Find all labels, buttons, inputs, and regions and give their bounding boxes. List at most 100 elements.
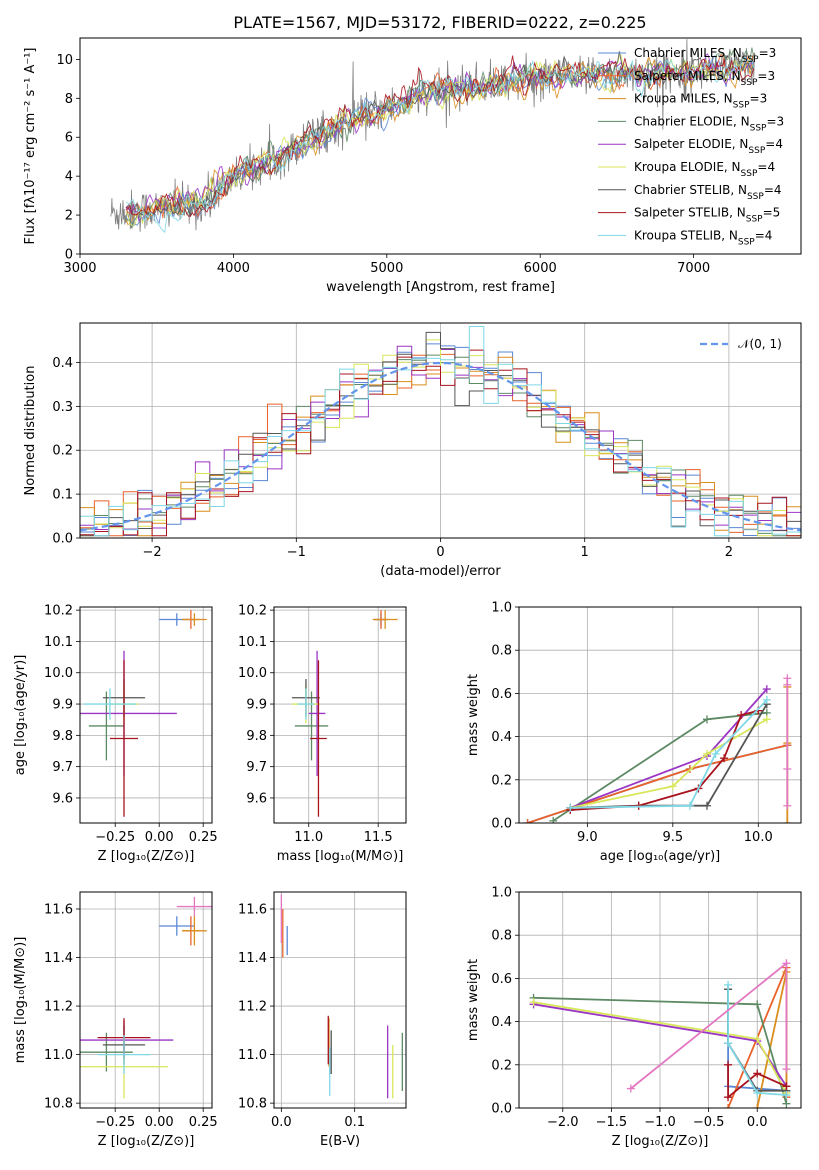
x-tick-label: 3000	[63, 261, 96, 276]
plot-area-age_vs_Z	[80, 610, 207, 817]
x-tick-label: 0.1	[344, 1115, 365, 1130]
y-tick-label: 11.0	[238, 1048, 267, 1063]
legend-entry-text: Salpeter MILES, NSSP=3	[634, 69, 775, 88]
weight-point-marker	[626, 1084, 635, 1093]
x-axis-label: age [log₁₀(age/yr)]	[600, 849, 721, 864]
x-axis-label: E(B-V)	[320, 1134, 360, 1149]
y-tick-label: 0.8	[491, 644, 512, 659]
y-tick-label: 9.7	[52, 760, 73, 775]
weight-point-marker	[724, 980, 733, 989]
weight-point-marker	[782, 959, 791, 968]
y-tick-label: 10.0	[238, 666, 267, 681]
axes-frame	[79, 891, 213, 1109]
residual-histogram	[80, 339, 801, 537]
weight-point-marker	[753, 1069, 762, 1078]
panel-mass_vs_Z: −0.25 0.00 0.25 10.8 11.0 11.2 11.4 11.6 Z [log₁…	[13, 891, 218, 1149]
y-tick-label: 9.6	[246, 791, 267, 806]
x-tick-label: 0.25	[189, 1115, 218, 1130]
weight-series-line	[570, 709, 759, 811]
weight-series-line	[727, 1064, 787, 1100]
y-tick-label: 4	[65, 170, 73, 185]
y-tick-label: 9.8	[246, 729, 267, 744]
y-tick-label: 11.2	[44, 1000, 73, 1015]
weight-point-marker	[703, 801, 711, 810]
y-tick-label: 6	[65, 131, 73, 146]
x-axis-label: wavelength [Angstrom, rest frame]	[326, 280, 555, 295]
weight-point-marker	[753, 1000, 762, 1009]
legend-entry-text: Salpeter STELIB, NSSP=5	[634, 206, 780, 225]
plot-area-weight_vs_age	[523, 674, 792, 823]
y-tick-label: 0.2	[491, 773, 512, 788]
x-tick-label: 9.0	[577, 830, 598, 845]
panel-weight_vs_Z: −2.0 −1.5 −1.0 −0.5 0.0 0.0 0.2 0.4 0.6 0.8 1.0 Z […	[466, 886, 802, 1149]
x-tick-label: −0.5	[693, 1115, 725, 1130]
model-spectrum-line	[125, 55, 754, 226]
x-tick-label: −2	[143, 545, 162, 560]
panel-age_vs_mass: 11.0 11.5 9.6 9.7 9.8 9.9 10.0 10.1 10.2 mass [lo…	[238, 604, 407, 864]
x-tick-label: −2.0	[547, 1115, 579, 1130]
x-axis-label: mass [log₁₀(M/M⊙)]	[277, 849, 404, 864]
model-spectrum-line	[125, 54, 754, 227]
axes-frame	[79, 606, 213, 824]
x-tick-label: 4000	[217, 261, 250, 276]
y-tick-label: 8	[65, 92, 73, 107]
x-tick-label: 11.5	[364, 830, 393, 845]
y-axis-label: mass weight	[466, 674, 481, 756]
plot-area-age_vs_mass	[292, 610, 398, 817]
axes-frame	[273, 891, 407, 1109]
y-tick-label: 0.3	[52, 400, 73, 415]
residuals-legend: 𝒩(0, 1)	[700, 337, 782, 351]
y-tick-label: 11.6	[238, 902, 267, 917]
panel-mass_vs_ebv: 0.0 0.1 10.8 11.0 11.2 11.4 11.6 E(B-V)	[238, 891, 407, 1149]
x-tick-label: 0.00	[145, 1115, 174, 1130]
x-tick-label: 0.0	[271, 1115, 292, 1130]
y-tick-label: 0.8	[491, 929, 512, 944]
weight-series-line	[570, 703, 768, 809]
x-tick-label: 1	[581, 545, 589, 560]
weight-point-marker	[720, 754, 729, 763]
weight-point-marker	[762, 715, 771, 724]
y-tick-label: 0.4	[52, 356, 73, 371]
x-tick-label: 0	[436, 545, 444, 560]
x-tick-label: 7000	[677, 261, 710, 276]
weight-point-marker	[566, 803, 575, 812]
y-tick-label: 0.0	[491, 1102, 512, 1117]
legend-entry-text: Kroupa STELIB, NSSP=4	[634, 228, 772, 247]
x-axis-label: Z [log₁₀(Z/Z⊙)]	[98, 849, 195, 864]
plot-area-residuals	[80, 326, 801, 537]
x-tick-label: −0.25	[95, 1115, 135, 1130]
x-axis-label: Z [log₁₀(Z/Z⊙)]	[98, 1134, 195, 1149]
weight-point-marker	[724, 1039, 733, 1048]
panel-spectrum: 3000 4000 5000 6000 7000 0 2 4 6 8 10 Chabrier MILE…	[23, 37, 802, 295]
y-axis-label: mass [log₁₀(M/M⊙)]	[13, 937, 28, 1064]
y-tick-label: 9.8	[52, 729, 73, 744]
y-tick-label: 0.0	[491, 817, 512, 832]
weight-series-line	[570, 718, 768, 809]
figure-title: PLATE=1567, MJD=53172, FIBERID=0222, z=0…	[233, 13, 646, 32]
legend-entry-text: Kroupa MILES, NSSP=3	[634, 92, 767, 111]
residual-histogram	[80, 331, 801, 537]
normal-reference-curve	[80, 361, 801, 532]
weight-point-marker	[753, 1088, 762, 1097]
y-tick-label: 0.2	[491, 1058, 512, 1073]
y-tick-label: 10	[56, 53, 73, 68]
y-tick-label: 11.2	[238, 1000, 267, 1015]
y-axis-label: Flux [fλ10⁻¹⁷ erg cm⁻² s⁻¹ A⁻¹]	[23, 48, 38, 245]
y-tick-label: 0.2	[52, 444, 73, 459]
weight-point-marker	[783, 801, 792, 810]
panel-residuals: −2 −1 0 1 2 0.0 0.1 0.2 0.3 0.4 𝒩(0, 1) (data-model…	[23, 322, 802, 579]
weight-point-marker	[762, 695, 771, 704]
panel-weight_vs_age: 9.0 9.5 10.0 0.0 0.2 0.4 0.6 0.8 1.0 age [log₁₀(a…	[466, 601, 802, 864]
spectrum-legend: Chabrier MILES, NSSP=3 Salpeter MILES, NS…	[598, 46, 784, 247]
x-tick-label: −1.0	[644, 1115, 676, 1130]
y-tick-label: 11.4	[238, 951, 267, 966]
weight-point-marker	[783, 765, 792, 773]
weight-point-marker	[762, 685, 771, 694]
y-tick-label: 11.4	[44, 951, 73, 966]
model-spectrum-line	[125, 56, 755, 234]
y-tick-label: 1.0	[491, 886, 512, 901]
y-tick-label: 10.2	[238, 604, 267, 619]
y-axis-label: mass weight	[466, 959, 481, 1041]
